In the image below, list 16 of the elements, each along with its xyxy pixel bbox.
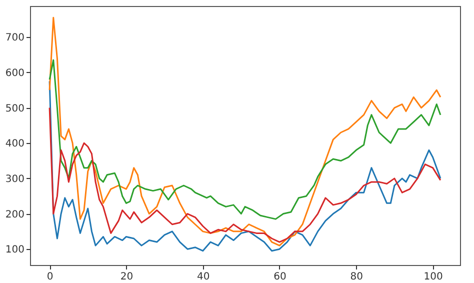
y-tick-label: 100 (5, 244, 24, 256)
y-tick-label: 700 (5, 32, 24, 44)
x-tick-label: 20 (120, 272, 134, 282)
line-series (48, 107, 442, 243)
y-tick-label: 400 (5, 138, 24, 150)
y-tick-label: 200 (5, 209, 24, 220)
x-tick-label: 0 (46, 272, 54, 282)
y-tick-label: 600 (5, 68, 24, 79)
y-tick-label: 500 (5, 103, 24, 114)
y-tick-label: 300 (5, 174, 24, 185)
x-tick-label: 100 (424, 272, 443, 282)
x-tick-label: 40 (196, 272, 210, 282)
line-series (48, 59, 442, 220)
line-series (48, 16, 442, 246)
x-tick-label: 60 (274, 272, 286, 282)
x-tick-label: 80 (350, 272, 364, 282)
